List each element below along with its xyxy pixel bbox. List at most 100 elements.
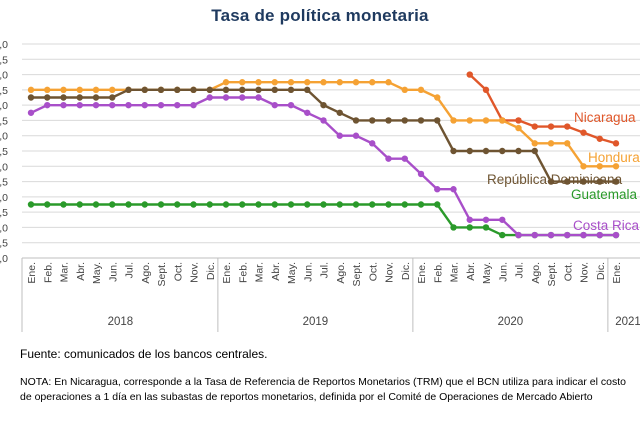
data-point bbox=[417, 170, 425, 178]
data-point bbox=[60, 94, 67, 101]
y-tick-label: 1,5 bbox=[0, 238, 8, 250]
data-point bbox=[417, 86, 425, 94]
x-tick-label: Ago. bbox=[140, 262, 152, 284]
y-tick-label: 4,0 bbox=[0, 161, 8, 173]
data-point bbox=[109, 201, 116, 208]
y-tick-label: 1,0 bbox=[0, 253, 8, 265]
series-label: Honduras bbox=[588, 150, 640, 165]
data-point bbox=[450, 147, 457, 155]
data-point bbox=[320, 79, 327, 86]
data-point bbox=[141, 101, 148, 109]
data-point bbox=[531, 147, 538, 155]
data-point bbox=[304, 109, 311, 116]
data-point bbox=[76, 101, 83, 109]
data-point bbox=[450, 117, 457, 124]
data-point bbox=[287, 201, 295, 208]
y-tick-label: 5,5 bbox=[0, 115, 8, 127]
x-tick-label: Ene. bbox=[611, 262, 623, 284]
x-tick-label: Oct. bbox=[562, 262, 574, 281]
data-point bbox=[482, 117, 490, 124]
data-point bbox=[515, 147, 522, 155]
x-tick-label: May. bbox=[481, 262, 493, 284]
x-tick-label: Ago. bbox=[335, 262, 347, 284]
data-point bbox=[352, 117, 360, 124]
chart-title: Tasa de política monetaria bbox=[211, 6, 429, 25]
y-tick-label: 6,0 bbox=[0, 100, 8, 112]
source-note: Fuente: comunicados de los bancos centra… bbox=[20, 347, 268, 361]
x-tick-label: Sept. bbox=[546, 262, 558, 287]
y-tick-label: 2,0 bbox=[0, 222, 8, 234]
data-point bbox=[190, 201, 197, 208]
data-point bbox=[596, 135, 603, 142]
series-label: Nicaragua bbox=[574, 110, 636, 125]
data-point bbox=[401, 155, 408, 162]
year-label: 2020 bbox=[498, 316, 524, 328]
data-point bbox=[580, 231, 587, 239]
data-point bbox=[417, 117, 425, 124]
data-point bbox=[60, 86, 67, 94]
data-point bbox=[125, 201, 132, 208]
data-point bbox=[499, 216, 506, 223]
series-label: Guatemala bbox=[571, 187, 638, 202]
data-point bbox=[141, 201, 148, 208]
data-point bbox=[385, 79, 392, 86]
data-point bbox=[206, 86, 213, 94]
series-labels: Nicaragua Honduras República DominicanaGua… bbox=[487, 110, 640, 233]
y-axis-tick-labels: 1,0 1,5 2,0 2,5 3,0 3,5 4,0 4,5 5,0 5,5 6,0 6,5 7,0 7… bbox=[0, 39, 8, 265]
data-point bbox=[304, 201, 311, 208]
data-point bbox=[92, 201, 100, 208]
data-point bbox=[44, 101, 51, 109]
data-point bbox=[320, 201, 327, 208]
data-point bbox=[287, 86, 295, 94]
data-point bbox=[271, 201, 278, 208]
series-label: República Dominicana bbox=[487, 172, 623, 187]
x-tick-label: Dic. bbox=[205, 262, 217, 280]
x-tick-label: Abr. bbox=[75, 262, 87, 281]
x-tick-label: Sept. bbox=[351, 262, 363, 287]
data-point bbox=[109, 94, 116, 101]
data-point bbox=[482, 224, 490, 231]
data-point bbox=[564, 123, 571, 130]
data-point bbox=[174, 201, 181, 208]
data-point bbox=[580, 163, 587, 170]
x-tick-label: Jun. bbox=[302, 262, 314, 282]
y-tick-label: 7,5 bbox=[0, 54, 8, 66]
x-tick-label: Oct. bbox=[367, 262, 379, 281]
data-point bbox=[564, 178, 571, 185]
x-tick-label: Jul. bbox=[124, 262, 136, 278]
data-point bbox=[76, 86, 83, 94]
series-república-dominicana bbox=[27, 86, 620, 185]
x-tick-label: Feb. bbox=[237, 262, 249, 283]
data-point bbox=[434, 94, 441, 101]
x-tick-label: Ene. bbox=[416, 262, 428, 284]
data-point bbox=[499, 117, 506, 124]
series-label: Costa Rica bbox=[573, 218, 640, 233]
data-point bbox=[466, 216, 473, 223]
x-tick-label: Feb. bbox=[42, 262, 54, 283]
data-point bbox=[141, 86, 148, 94]
data-point bbox=[92, 101, 100, 109]
series-line bbox=[31, 203, 616, 237]
data-point bbox=[352, 132, 360, 139]
data-point bbox=[547, 178, 555, 185]
data-point bbox=[27, 86, 35, 94]
year-label: 2021 bbox=[615, 316, 640, 328]
x-axis: Ene. Feb. Mar. Abr. May. Jun. Jul. Ago. Sept. Oct… bbox=[21, 257, 640, 332]
x-tick-label: Ago. bbox=[530, 262, 542, 284]
data-point bbox=[44, 201, 51, 208]
data-point bbox=[44, 86, 51, 94]
y-tick-label: 6,5 bbox=[0, 85, 8, 97]
x-tick-label: Jul. bbox=[319, 262, 331, 278]
data-point bbox=[401, 117, 408, 124]
data-point bbox=[320, 117, 327, 124]
data-point bbox=[369, 140, 376, 147]
x-tick-label: Mar. bbox=[59, 262, 71, 282]
data-point bbox=[255, 79, 262, 86]
data-point bbox=[109, 86, 116, 94]
series-line bbox=[468, 73, 617, 145]
data-point bbox=[434, 186, 441, 193]
year-label: 2018 bbox=[108, 316, 134, 328]
data-point bbox=[255, 201, 262, 208]
data-point bbox=[564, 140, 571, 147]
